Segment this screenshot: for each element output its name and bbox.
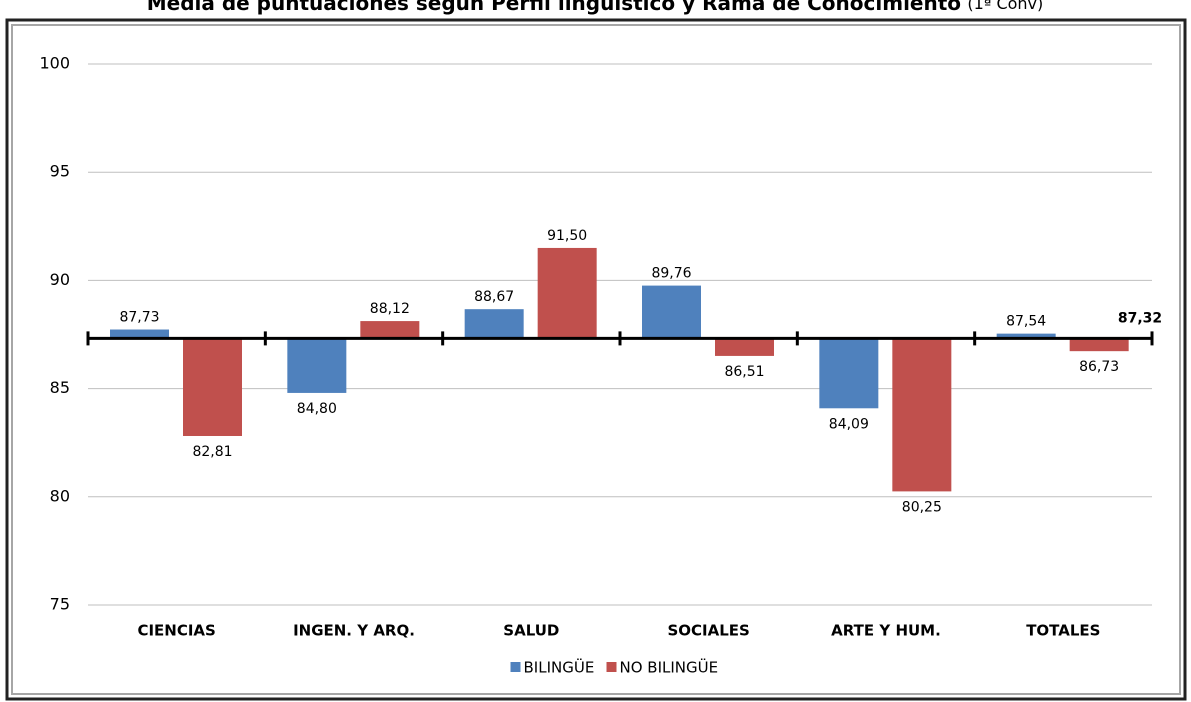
- bar: [183, 338, 242, 436]
- x-tick-label: TOTALES: [1026, 622, 1100, 640]
- y-tick-label: 100: [39, 54, 70, 73]
- legend: BILINGÜE NO BILINGÜE: [510, 658, 719, 677]
- data-label: 86,51: [724, 364, 764, 380]
- bar: [892, 338, 952, 492]
- title-suffix: (1ª Conv): [967, 0, 1043, 13]
- title-main: Media de puntuaciones según Perfil lingü…: [147, 0, 961, 15]
- data-label: 86,73: [1079, 359, 1119, 375]
- data-label: 84,80: [297, 401, 337, 417]
- y-tick-label: 95: [50, 162, 70, 181]
- bar: [819, 338, 879, 409]
- data-label: 82,81: [192, 444, 232, 460]
- bar: [642, 285, 701, 339]
- bar: [715, 338, 774, 356]
- legend-swatch: [606, 662, 617, 672]
- legend-swatch: [510, 662, 521, 672]
- x-tick-label: CIENCIAS: [137, 622, 215, 640]
- baseline-label: 87,32: [1118, 310, 1162, 326]
- y-tick-label: 90: [50, 270, 70, 289]
- chart-title: Media de puntuaciones según Perfil lingü…: [147, 0, 1044, 15]
- y-tick-label: 75: [50, 595, 70, 614]
- bar: [1069, 338, 1129, 352]
- bar: [537, 247, 597, 339]
- y-tick-label: 85: [50, 378, 70, 397]
- data-label: 89,76: [651, 266, 691, 282]
- bar: [360, 321, 420, 339]
- y-tick-label: 80: [50, 486, 70, 505]
- bar: [464, 309, 524, 339]
- x-tick-label: ARTE Y HUM.: [831, 622, 941, 640]
- data-label: 91,50: [547, 228, 587, 244]
- legend-label: NO BILINGÜE: [620, 658, 719, 677]
- bar: [996, 333, 1056, 339]
- x-tick-label: INGEN. Y ARQ.: [293, 622, 415, 640]
- plot-frame: [11, 24, 1181, 695]
- data-label: 84,09: [829, 416, 869, 432]
- data-label: 87,73: [119, 310, 159, 326]
- bar: [287, 338, 347, 393]
- x-tick-label: SOCIALES: [667, 622, 749, 640]
- bar: [110, 329, 169, 339]
- data-label: 80,25: [902, 499, 942, 515]
- data-label: 88,67: [474, 289, 514, 305]
- legend-label: BILINGÜE: [524, 658, 595, 677]
- data-label: 88,12: [370, 301, 410, 317]
- data-label: 87,54: [1006, 314, 1046, 330]
- x-tick-label: SALUD: [503, 622, 559, 640]
